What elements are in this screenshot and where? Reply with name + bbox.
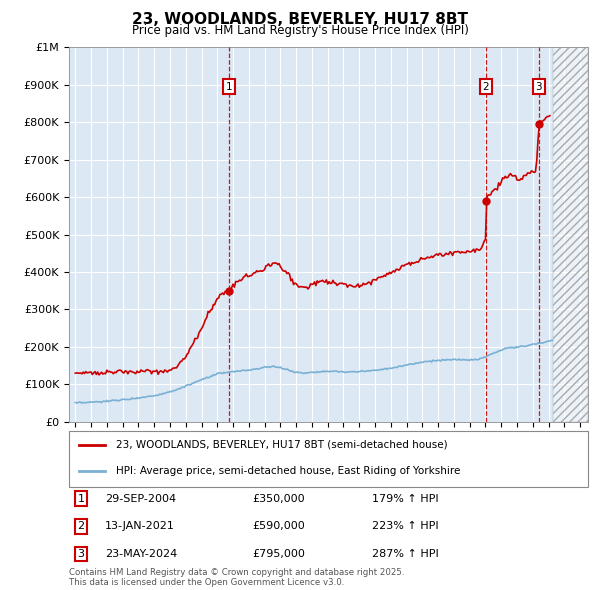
FancyBboxPatch shape [69,431,588,487]
Text: 23-MAY-2024: 23-MAY-2024 [105,549,177,559]
Text: 3: 3 [536,81,542,91]
Text: £350,000: £350,000 [252,494,305,503]
Text: 1: 1 [226,81,232,91]
Text: 23, WOODLANDS, BEVERLEY, HU17 8BT (semi-detached house): 23, WOODLANDS, BEVERLEY, HU17 8BT (semi-… [116,440,448,450]
Text: 2: 2 [483,81,490,91]
Text: £590,000: £590,000 [252,522,305,531]
Text: 287% ↑ HPI: 287% ↑ HPI [372,549,439,559]
Text: 29-SEP-2004: 29-SEP-2004 [105,494,176,503]
Text: HPI: Average price, semi-detached house, East Riding of Yorkshire: HPI: Average price, semi-detached house,… [116,466,460,476]
Text: Contains HM Land Registry data © Crown copyright and database right 2025.
This d: Contains HM Land Registry data © Crown c… [69,568,404,587]
Text: 13-JAN-2021: 13-JAN-2021 [105,522,175,531]
Text: 1: 1 [77,494,85,503]
Text: 2: 2 [77,522,85,531]
Text: 3: 3 [77,549,85,559]
Text: Price paid vs. HM Land Registry's House Price Index (HPI): Price paid vs. HM Land Registry's House … [131,24,469,37]
Text: £795,000: £795,000 [252,549,305,559]
Text: 23, WOODLANDS, BEVERLEY, HU17 8BT: 23, WOODLANDS, BEVERLEY, HU17 8BT [132,12,468,27]
Text: 179% ↑ HPI: 179% ↑ HPI [372,494,439,503]
Text: 223% ↑ HPI: 223% ↑ HPI [372,522,439,531]
